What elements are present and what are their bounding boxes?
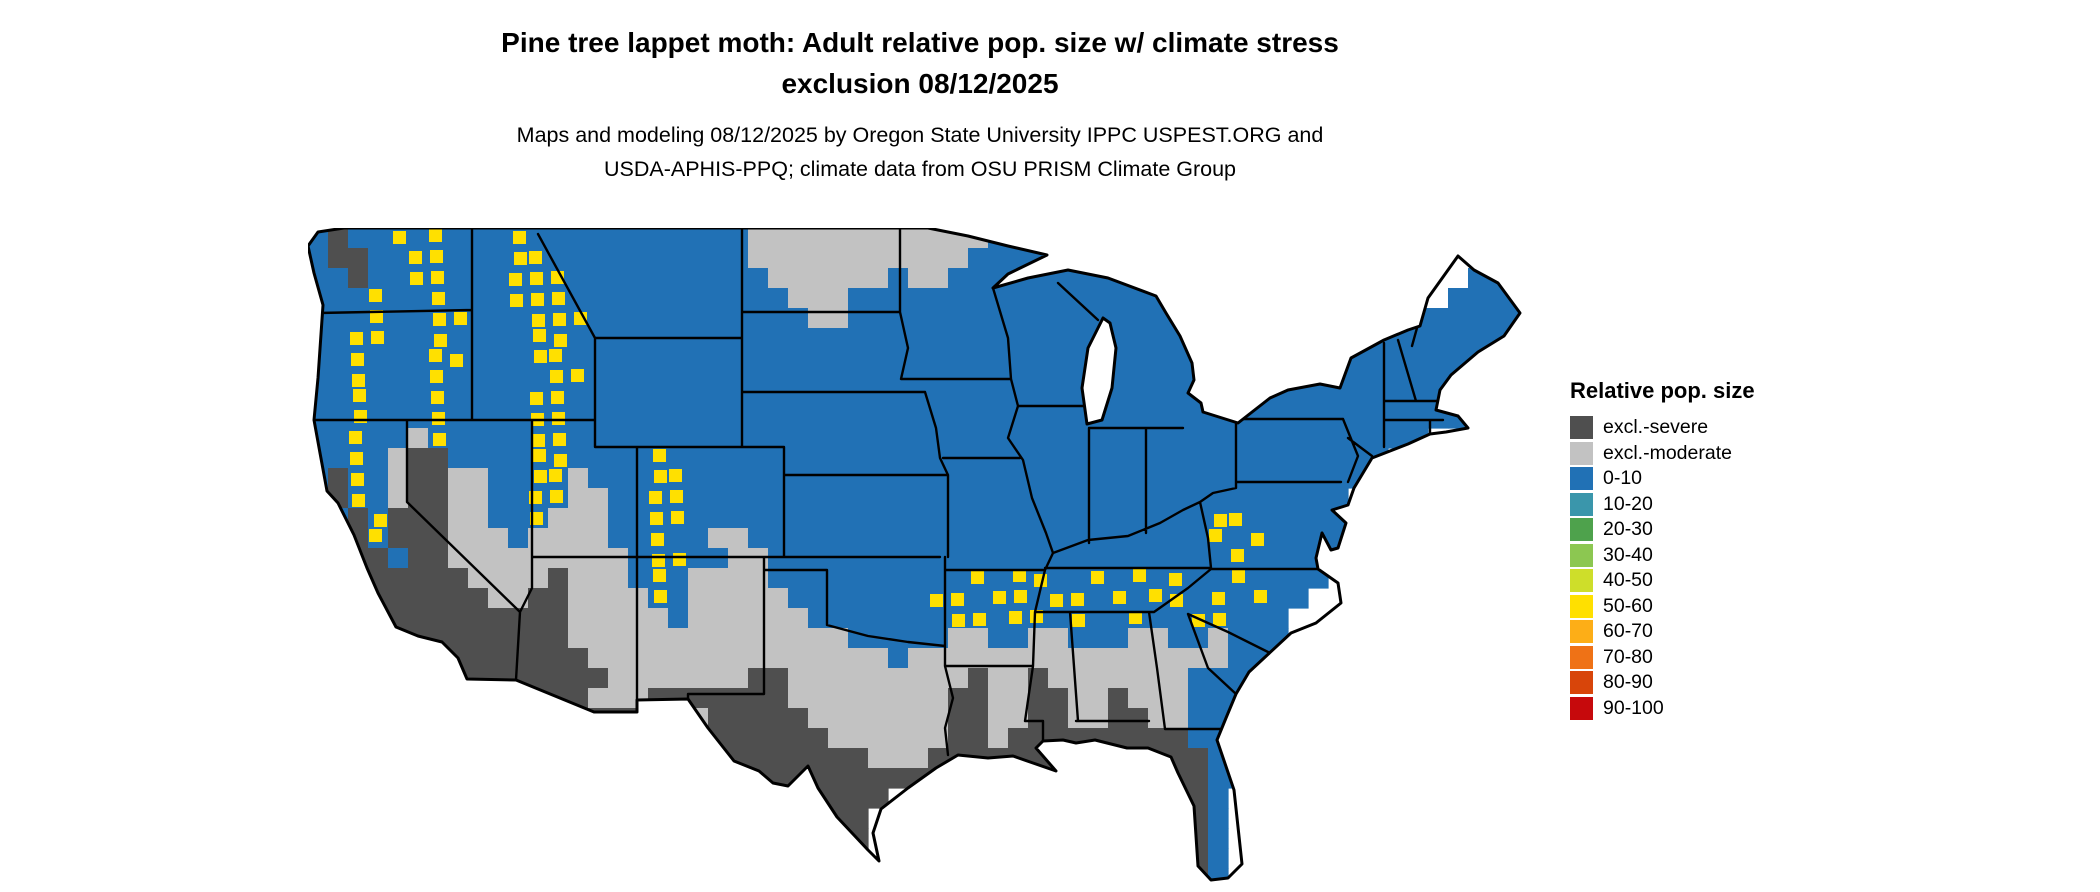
legend-items: excl.-severe excl.-moderate 0-10 10-20 20-30… — [1570, 415, 1890, 721]
legend-label: 20-30 — [1603, 518, 1653, 541]
legend-label: 80-90 — [1603, 671, 1653, 694]
map-subtitle-line-1: Maps and modeling 08/12/2025 by Oregon S… — [516, 123, 1324, 147]
legend-swatch — [1570, 569, 1593, 593]
legend-label: excl.-severe — [1603, 416, 1709, 439]
legend-swatch — [1570, 543, 1593, 567]
legend-item: 30-40 — [1570, 543, 1890, 569]
legend-swatch — [1570, 467, 1593, 491]
legend-item: 80-90 — [1570, 670, 1890, 696]
legend-label: 50-60 — [1603, 594, 1653, 617]
legend-swatch — [1570, 492, 1593, 516]
legend-item: 40-50 — [1570, 568, 1890, 594]
map-header: Pine tree lappet moth: Adult relative po… — [0, 22, 1840, 186]
legend-label: 0-10 — [1603, 467, 1643, 490]
legend-item: 20-30 — [1570, 517, 1890, 543]
us-map — [308, 228, 1528, 888]
legend-label: 70-80 — [1603, 645, 1653, 668]
legend-label: 60-70 — [1603, 620, 1653, 643]
map-raster-cells — [308, 228, 1520, 880]
legend-title: Relative pop. size — [1570, 378, 1755, 403]
map-subtitle-line-2: USDA-APHIS-PPQ; climate data from OSU PR… — [603, 157, 1237, 181]
map-subtitle: Maps and modeling 08/12/2025 by Oregon S… — [0, 118, 1840, 186]
legend-swatch — [1570, 416, 1593, 440]
legend-item: 60-70 — [1570, 619, 1890, 645]
legend: Relative pop. size excl.-severe excl.-mod… — [1570, 378, 1890, 721]
legend-item: 90-100 — [1570, 696, 1890, 722]
legend-swatch — [1570, 518, 1593, 542]
legend-item: 0-10 — [1570, 466, 1890, 492]
legend-swatch — [1570, 696, 1593, 720]
state-borders — [312, 228, 1445, 757]
legend-label: 30-40 — [1603, 543, 1653, 566]
legend-item: 10-20 — [1570, 492, 1890, 518]
legend-item: 70-80 — [1570, 645, 1890, 671]
legend-swatch — [1570, 620, 1593, 644]
legend-item: excl.-severe — [1570, 415, 1890, 441]
legend-label: 10-20 — [1603, 492, 1653, 515]
legend-label: 40-50 — [1603, 569, 1653, 592]
page-title-line-2: exclusion 08/12/2025 — [781, 68, 1059, 99]
page-title-line-1: Pine tree lappet moth: Adult relative po… — [501, 27, 1339, 58]
legend-item: 50-60 — [1570, 594, 1890, 620]
legend-swatch — [1570, 671, 1593, 695]
legend-item: excl.-moderate — [1570, 441, 1890, 467]
legend-swatch — [1570, 645, 1593, 669]
legend-swatch — [1570, 594, 1593, 618]
legend-label: 90-100 — [1603, 696, 1664, 719]
legend-label: excl.-moderate — [1603, 441, 1732, 464]
us-outline — [308, 228, 1522, 882]
us-map-svg — [308, 228, 1522, 882]
legend-swatch — [1570, 441, 1593, 465]
